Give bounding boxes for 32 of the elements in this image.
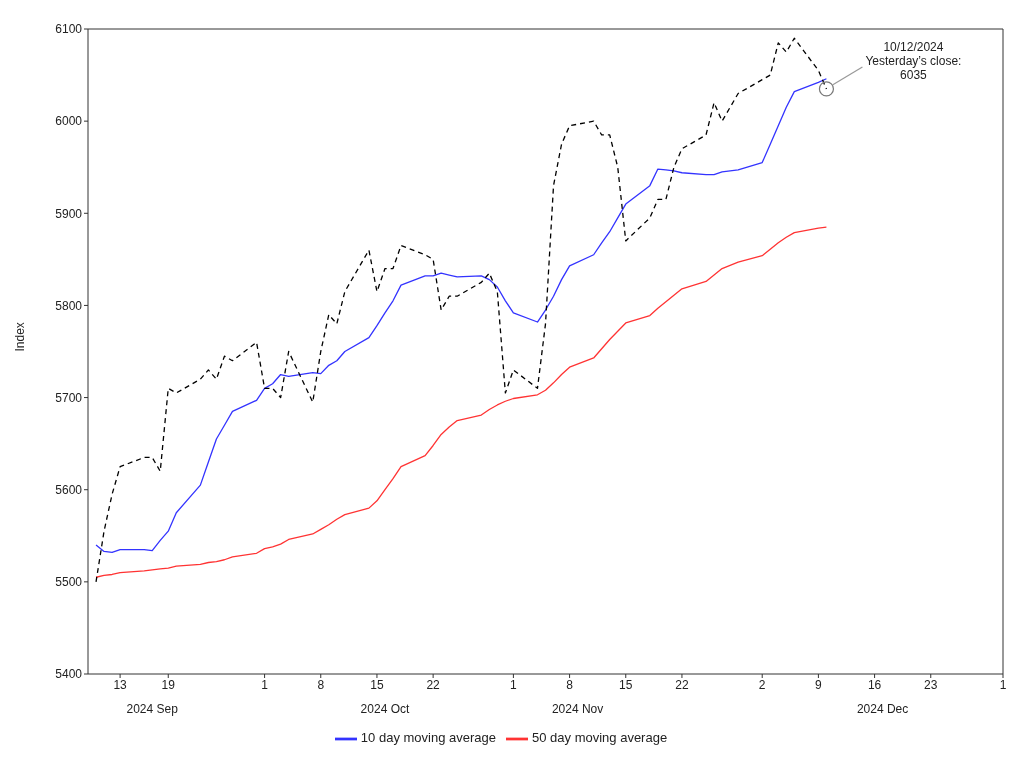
- x2-tick-label: 2024 Sep: [126, 701, 179, 716]
- y-tick-label: 5700: [55, 390, 83, 405]
- legend-label: 10 day moving average: [360, 730, 496, 746]
- x-tick-label: 13: [113, 677, 128, 692]
- x-tick-label: 8: [566, 677, 574, 692]
- x-tick-label: 15: [370, 677, 384, 692]
- y-tick-label: 5900: [55, 206, 83, 221]
- x-tick-label: 22: [675, 677, 689, 692]
- x2-tick-label: 2024 Nov: [551, 701, 604, 716]
- y-tick-label: 5600: [55, 482, 83, 497]
- x-tick-label: 23: [924, 677, 938, 692]
- x2-tick-label: 2024 Oct: [360, 701, 410, 716]
- x-tick-label: 22: [426, 677, 441, 692]
- x-tick-label: 15: [619, 677, 633, 692]
- x-tick-label: 1: [510, 677, 518, 692]
- x-tick-label: 2: [758, 677, 766, 692]
- x-tick-label: 19: [161, 677, 176, 692]
- annotation: 10/12/2024 Yesterday’s close: 6035: [865, 39, 962, 82]
- y-tick-label: 5800: [55, 298, 83, 313]
- y-tick-label: 6100: [55, 22, 83, 37]
- x-tick-label: 9: [815, 677, 823, 692]
- y-axis-title: Index: [13, 322, 28, 352]
- legend-label: 50 day moving average: [532, 730, 668, 746]
- x-tick-label: 16: [867, 677, 882, 692]
- y-tick-label: 6000: [55, 114, 83, 129]
- y-tick-label: 5500: [55, 575, 83, 590]
- x2-tick-label: 2024 Dec: [856, 701, 909, 716]
- y-tick-label: 5400: [55, 667, 83, 682]
- x-tick-label: 8: [317, 677, 325, 692]
- line-series: [95, 226, 828, 578]
- x-tick-label: 1: [999, 677, 1007, 692]
- x-tick-label: 1: [261, 677, 269, 692]
